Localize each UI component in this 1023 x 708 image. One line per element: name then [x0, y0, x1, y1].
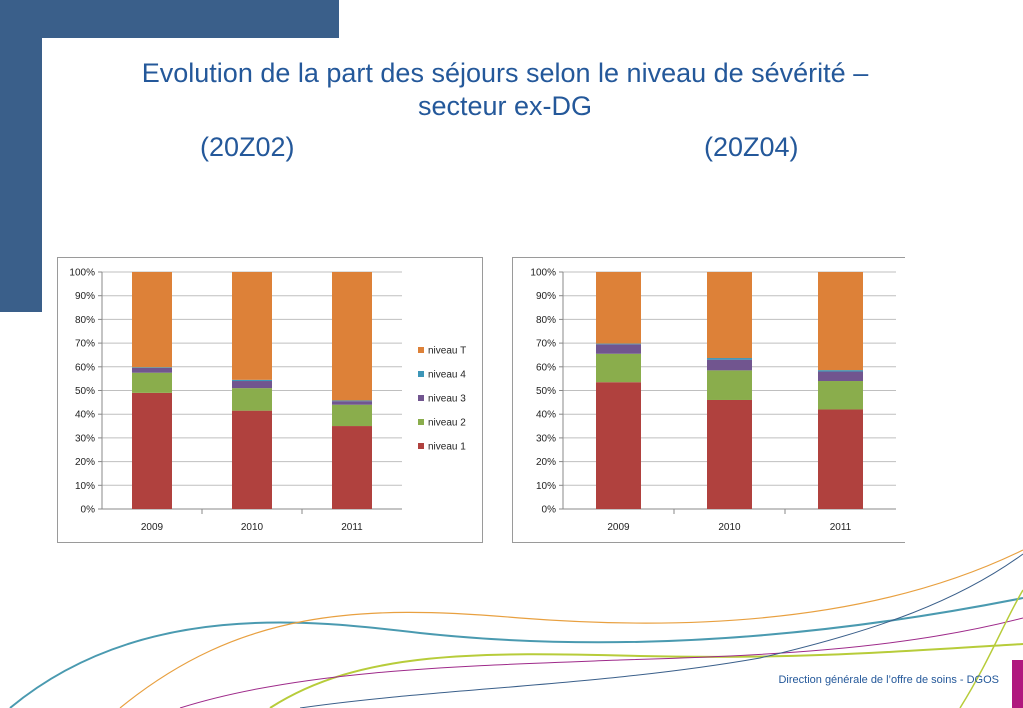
- chart-left-bar-niveau-1-2011: [332, 426, 372, 509]
- chart-right-bar-niveau-2-2011: [818, 381, 863, 410]
- legend-label-niveau-4: niveau 4: [428, 370, 466, 381]
- slide-title-line2: secteur ex-DG: [417, 91, 593, 121]
- chart-right-bar-niveau-4-2011: [818, 370, 863, 372]
- legend-label-niveau-1: niveau 1: [428, 442, 466, 453]
- chart-left-y-tick-label: 70%: [75, 339, 95, 350]
- chart-right-y-tick-label: 50%: [536, 386, 556, 397]
- chart-left-bar-niveau-2-2011: [332, 404, 372, 427]
- footer-accent-bar: [1012, 660, 1023, 708]
- chart-left-bar-niveau-1-2009: [132, 392, 172, 509]
- chart-left-bar-niveau-2-2010: [232, 388, 272, 411]
- chart-right-bar-niveau-4-2010: [707, 358, 752, 360]
- chart-20z04: 0% 10% 20% 30% 40% 50% 60% 70% 80% 90% 100% 2009 201…: [512, 257, 905, 543]
- chart-left-y-tick-label: 30%: [75, 433, 95, 444]
- chart-right-y-tick-label: 30%: [536, 433, 556, 444]
- chart-left-x-tick-label: 2011: [341, 522, 363, 533]
- chart-20z04-svg: 0% 10% 20% 30% 40% 50% 60% 70% 80% 90% 100% 2009 201…: [530, 268, 896, 533]
- legend-swatch-niveau-2: [418, 419, 424, 425]
- chart-20z02: 0% 10% 20% 30% 40% 50% 60% 70% 80% 90% 100% 2009 201…: [57, 257, 483, 543]
- chart-left-y-tick-label: 40%: [75, 410, 95, 421]
- legend-swatch-niveau-3: [418, 395, 424, 401]
- chart-left-y-tick-label: 10%: [75, 481, 95, 492]
- chart-right-bar-niveau-2-2010: [707, 370, 752, 400]
- chart-right-bar-niveau-3-2011: [818, 371, 863, 382]
- chart-left-bar-niveau-T-2009: [132, 272, 172, 368]
- chart-left-bar-niveau-1-2010: [232, 410, 272, 509]
- chart-20z02-svg: 0% 10% 20% 30% 40% 50% 60% 70% 80% 90% 100% 2009 201…: [69, 268, 466, 534]
- legend-label-niveau-T: niveau T: [428, 346, 466, 357]
- chart-right-bar-niveau-4-2009: [596, 343, 641, 345]
- chart-left-y-tick-label: 0%: [81, 505, 96, 516]
- chart-left-x-tick-label: 2010: [241, 522, 264, 533]
- chart-right-y-tick-label: 90%: [536, 291, 556, 302]
- chart-left-bar-niveau-4-2009: [132, 367, 172, 368]
- chart-left-y-tick-label: 60%: [75, 362, 95, 373]
- chart-right-y-tick-label: 100%: [530, 268, 556, 279]
- chart-right-x-tick-label: 2009: [607, 522, 630, 533]
- legend-swatch-niveau-T: [418, 347, 424, 353]
- chart-right-y-tick-label: 0%: [542, 505, 557, 516]
- chart-right-bar-niveau-3-2009: [596, 344, 641, 354]
- chart-right-x-tick-label: 2010: [718, 522, 741, 533]
- legend-label-niveau-3: niveau 3: [428, 394, 466, 405]
- chart-left-bar-niveau-T-2010: [232, 272, 272, 380]
- chart-left-bar-niveau-3-2011: [332, 401, 372, 405]
- chart-right-y-tick-label: 10%: [536, 481, 556, 492]
- chart-right-bar-niveau-T-2010: [707, 272, 752, 359]
- legend-swatch-niveau-4: [418, 371, 424, 377]
- chart-left-x-tick-label: 2009: [141, 522, 164, 533]
- legend-swatch-niveau-1: [418, 443, 424, 449]
- chart-right-bar-niveau-1-2009: [596, 382, 641, 509]
- chart-right-y-tick-label: 70%: [536, 339, 556, 350]
- chart-right-bar-niveau-3-2010: [707, 359, 752, 371]
- legend-label-niveau-2: niveau 2: [428, 418, 466, 429]
- chart-right-bar-niveau-T-2009: [596, 272, 641, 344]
- chart-right-y-tick-label: 40%: [536, 410, 556, 421]
- chart-left-bar-niveau-T-2011: [332, 272, 372, 401]
- chart-right-x-tick-label: 2011: [830, 522, 852, 533]
- chart-right-bar-niveau-T-2011: [818, 272, 863, 371]
- chart-right-bar-niveau-1-2010: [707, 399, 752, 509]
- chart-left-y-tick-label: 80%: [75, 315, 95, 326]
- chart-right-y-tick-label: 80%: [536, 315, 556, 326]
- decorative-curves: [9, 549, 1023, 708]
- chart-left-bar-niveau-3-2009: [132, 367, 172, 373]
- chart-left-y-tick-label: 20%: [75, 457, 95, 468]
- chart-right-y-tick-label: 20%: [536, 457, 556, 468]
- accent-bar-left: [0, 0, 42, 312]
- chart-right-y-tick-label: 60%: [536, 362, 556, 373]
- chart-left-bar-niveau-3-2010: [232, 381, 272, 389]
- chart-right-code: (20Z04): [704, 132, 799, 162]
- chart-left-bar-niveau-2-2009: [132, 372, 172, 393]
- footer-credit: Direction générale de l’offre de soins -…: [778, 674, 999, 686]
- chart-left-bar-niveau-4-2011: [332, 400, 372, 402]
- chart-left-bar-niveau-4-2010: [232, 379, 272, 382]
- chart-right-bar-niveau-1-2011: [818, 409, 863, 509]
- chart-left-code: (20Z02): [200, 132, 295, 162]
- chart-left-y-tick-label: 90%: [75, 291, 95, 302]
- chart-right-bar-niveau-2-2009: [596, 353, 641, 383]
- accent-bar-top: [0, 0, 339, 38]
- slide-title-line1: Evolution de la part des séjours selon l…: [141, 58, 869, 88]
- chart-left-y-tick-label: 50%: [75, 386, 95, 397]
- chart-left-y-tick-label: 100%: [69, 268, 95, 279]
